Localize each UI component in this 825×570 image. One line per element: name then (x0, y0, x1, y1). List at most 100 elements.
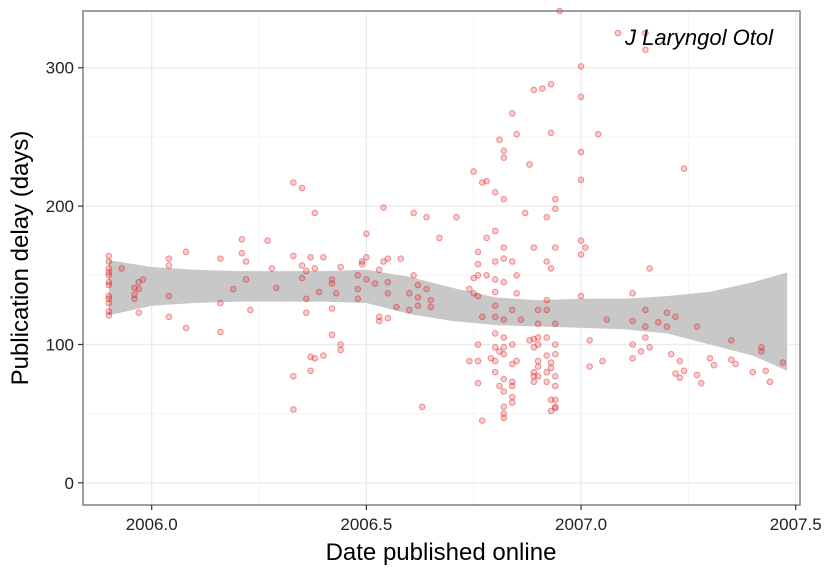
data-point (500, 255, 508, 263)
data-point (363, 253, 370, 261)
data-point (543, 334, 551, 341)
data-points-layer (105, 7, 787, 424)
data-point (466, 285, 473, 293)
x-tick-label: 2006.0 (126, 515, 178, 534)
data-point (509, 360, 516, 368)
data-point (758, 344, 765, 351)
data-point (552, 195, 559, 203)
data-point (732, 360, 739, 368)
data-point (728, 337, 735, 344)
data-point (105, 281, 113, 289)
y-tick-label: 200 (46, 197, 74, 216)
data-point (552, 373, 559, 380)
data-point (474, 379, 482, 387)
data-point (509, 393, 516, 401)
data-point (135, 309, 143, 317)
data-point (414, 294, 422, 301)
data-point (500, 410, 508, 418)
data-point (118, 265, 125, 272)
data-point (530, 378, 538, 386)
data-point (646, 265, 654, 272)
data-point (217, 328, 224, 336)
data-point (496, 348, 503, 355)
data-point (290, 406, 297, 413)
data-point (534, 363, 542, 370)
data-point (105, 278, 113, 286)
data-point (491, 189, 499, 196)
data-point (530, 368, 538, 376)
data-point (307, 353, 314, 361)
data-point (513, 357, 520, 365)
data-point (552, 382, 559, 390)
data-point (491, 302, 499, 310)
data-point (423, 213, 430, 221)
data-point (500, 344, 508, 351)
y-axis-title: Publication delay (days) (7, 131, 34, 386)
data-point (693, 371, 701, 379)
data-point (663, 309, 671, 317)
data-point (500, 195, 508, 203)
data-point (577, 148, 585, 156)
data-point (534, 373, 542, 380)
data-point (406, 290, 413, 297)
data-point (500, 403, 508, 411)
data-point (667, 350, 675, 358)
data-point (706, 355, 714, 362)
data-point (131, 291, 138, 299)
data-point (646, 344, 654, 351)
data-point (483, 234, 490, 242)
data-point (474, 248, 482, 256)
data-point (311, 265, 319, 272)
data-point (500, 244, 508, 251)
data-point (303, 267, 310, 275)
grid-lines (83, 11, 800, 505)
data-point (311, 209, 319, 217)
data-point (427, 296, 435, 304)
data-point (105, 299, 113, 307)
data-point (290, 179, 297, 186)
data-point (453, 213, 460, 221)
data-point (577, 93, 585, 101)
data-point (496, 382, 503, 390)
data-point (414, 302, 422, 310)
data-point (479, 417, 486, 424)
data-point (410, 209, 417, 217)
data-point (354, 272, 362, 279)
legend: J Laryngol Otol (614, 25, 774, 50)
data-point (406, 306, 413, 314)
data-point (530, 244, 538, 251)
data-point (363, 276, 370, 283)
data-point (543, 213, 551, 221)
y-tick-label: 100 (46, 335, 74, 354)
data-point (105, 292, 113, 300)
x-tick-label: 2006.5 (340, 515, 392, 534)
data-point (500, 147, 508, 155)
data-point (513, 130, 520, 138)
data-point (182, 248, 190, 256)
data-point (337, 341, 344, 348)
data-point (543, 368, 551, 376)
data-point (500, 316, 508, 323)
legend-label: J Laryngol Otol (624, 25, 774, 50)
data-point (311, 355, 319, 362)
data-point (779, 359, 787, 366)
data-point (105, 269, 113, 276)
x-axis-title: Date published online (326, 539, 557, 566)
data-point (534, 357, 542, 365)
data-point (337, 346, 344, 354)
data-point (264, 237, 271, 244)
data-point (594, 130, 602, 138)
data-point (500, 278, 508, 286)
data-point (418, 403, 426, 411)
y-tick-label: 300 (46, 59, 74, 78)
data-point (337, 263, 344, 271)
data-point (509, 341, 516, 348)
data-point (693, 323, 701, 330)
data-point (543, 296, 551, 304)
confidence-band-layer (108, 260, 788, 371)
data-point (530, 344, 538, 351)
data-point (105, 272, 113, 279)
data-point (547, 396, 555, 404)
data-point (526, 161, 533, 168)
